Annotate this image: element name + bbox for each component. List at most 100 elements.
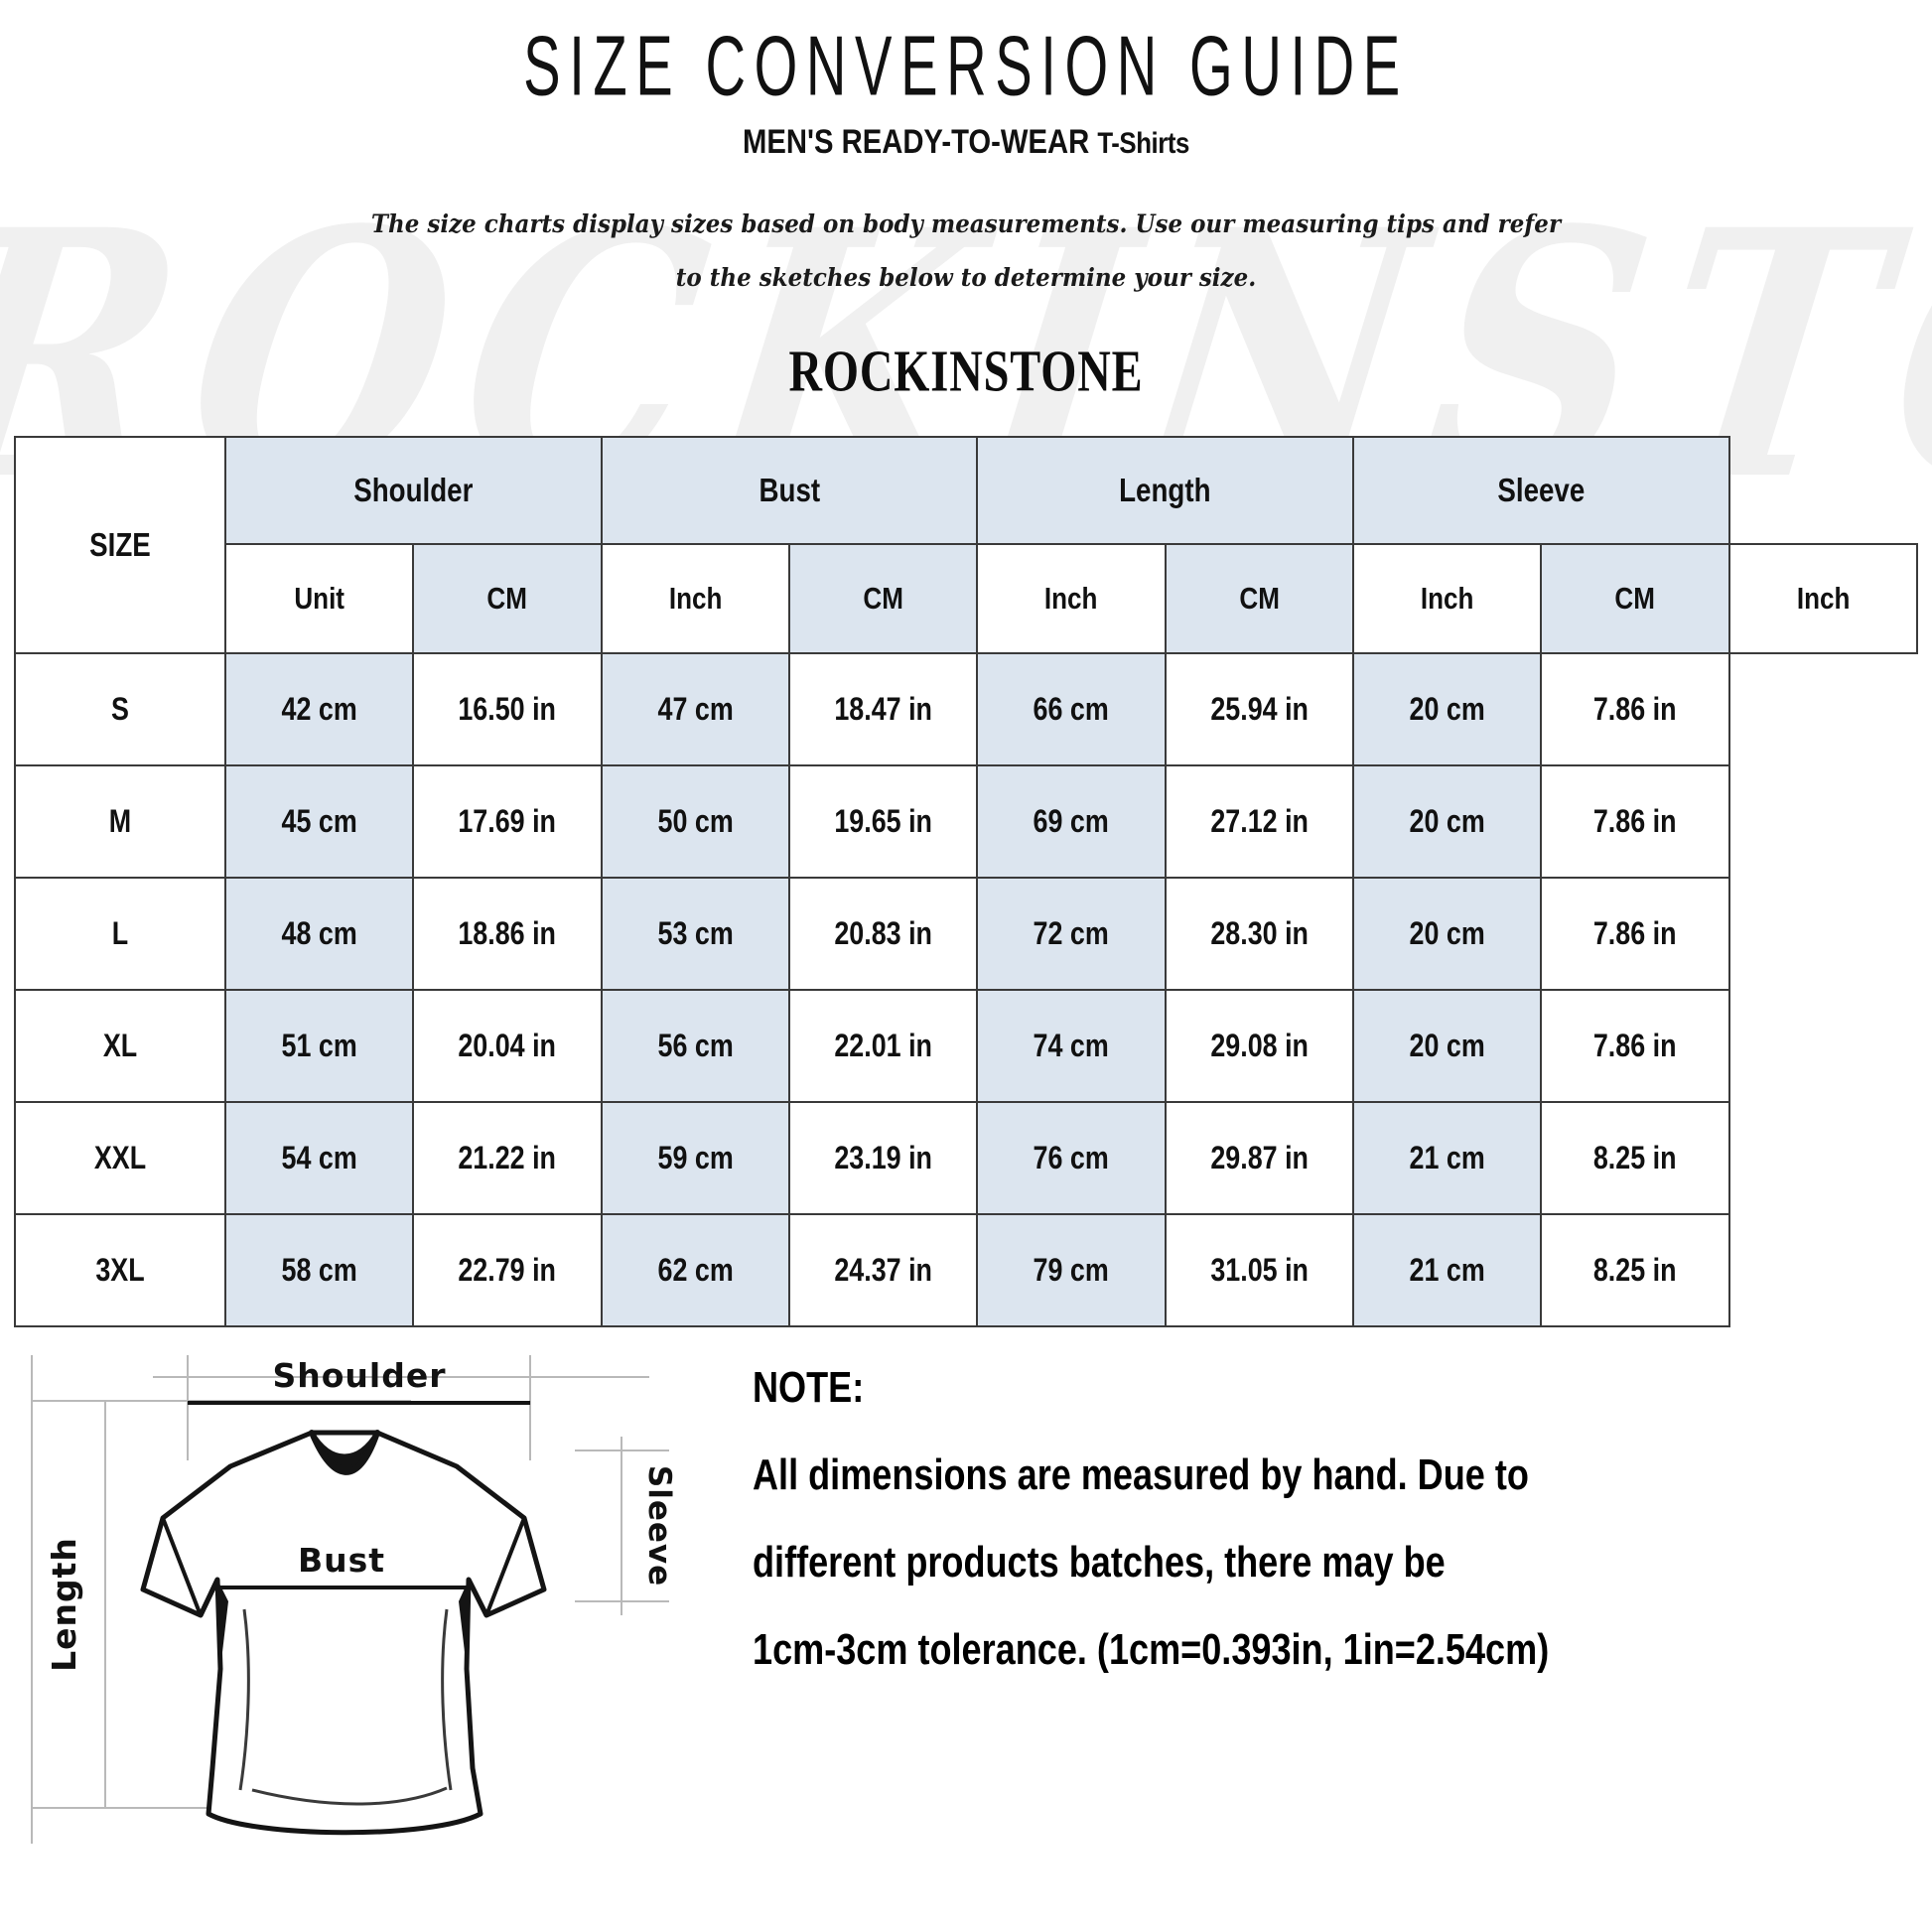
value-length-in: 27.12 in [1209, 803, 1309, 839]
value-shoulder-in: 21.22 in [458, 1140, 557, 1175]
cell-length-in: 25.94 in [1164, 652, 1354, 766]
cell-length-in: 27.12 in [1164, 764, 1354, 879]
value-shoulder-in: 18.86 in [458, 915, 557, 951]
value-length-in: 29.08 in [1209, 1028, 1309, 1063]
value-sleeve-in: 8.25 in [1593, 1252, 1677, 1288]
value-bust-cm: 59 cm [657, 1140, 734, 1175]
cell-shoulder-cm: 54 cm [223, 1101, 415, 1215]
tshirt-right-underarm-shade [459, 1580, 469, 1669]
cell-shoulder-cm: 48 cm [223, 877, 415, 991]
value-sleeve-in: 7.86 in [1593, 1028, 1677, 1063]
value-bust-cm: 50 cm [657, 803, 734, 839]
value-length-cm: 66 cm [1033, 691, 1110, 727]
bottom-section: Shoulder Bust Length Sleeve NOTE: All di… [0, 1341, 1932, 1858]
size-table-container: SIZE Shoulder Bust Length Sleeve Un [14, 436, 1919, 1327]
value-shoulder-cm: 48 cm [281, 915, 357, 951]
cell-sleeve-cm: 20 cm [1351, 652, 1543, 766]
cell-shoulder-in: 22.79 in [412, 1213, 603, 1327]
cell-length-in: 28.30 in [1164, 877, 1354, 991]
unit-label: Unit [294, 581, 345, 616]
cell-shoulder-cm: 45 cm [223, 764, 415, 879]
value-length-cm: 79 cm [1033, 1252, 1110, 1288]
value-bust-cm: 53 cm [657, 915, 734, 951]
tshirt-body-outline [140, 1430, 547, 1836]
measurement-lines [188, 1401, 530, 1589]
header-cell-sleeve: Sleeve [1351, 436, 1730, 545]
cell-bust-cm: 50 cm [600, 764, 790, 879]
unit-cell-label: Unit [223, 543, 415, 654]
cell-sleeve-cm: 21 cm [1351, 1213, 1543, 1327]
tshirt-left-sleeve-hem [198, 1578, 220, 1617]
table-row: M 45 cm 17.69 in 50 cm 19.65 in 69 cm 27.12 in… [14, 764, 1917, 879]
cell-bust-in: 20.83 in [787, 877, 979, 991]
value-sleeve-cm: 20 cm [1409, 915, 1485, 951]
value-sleeve-cm: 20 cm [1409, 691, 1485, 727]
table-row: XXL 54 cm 21.22 in 59 cm 23.19 in 76 cm 29.87 … [14, 1101, 1917, 1215]
value-length-in: 31.05 in [1209, 1252, 1309, 1288]
value-bust-cm: 56 cm [657, 1028, 734, 1063]
value-length-in: 25.94 in [1209, 691, 1309, 727]
description-text: The size charts display sizes based on b… [370, 209, 1562, 292]
unit-cell-length-cm: CM [1164, 543, 1354, 654]
diagram-label-shoulder: Shoulder [272, 1356, 446, 1395]
cell-length-cm: 69 cm [976, 764, 1167, 879]
note-line-2: different products batches, there may be [753, 1538, 1446, 1587]
value-shoulder-in: 17.69 in [458, 803, 557, 839]
cell-length-in: 29.87 in [1164, 1101, 1354, 1215]
cell-length-cm: 74 cm [976, 989, 1167, 1103]
cell-size: M [14, 764, 226, 879]
value-shoulder-in: 20.04 in [458, 1028, 557, 1063]
value-length-cm: 74 cm [1033, 1028, 1110, 1063]
header-cell-length: Length [976, 436, 1354, 545]
cell-sleeve-in: 8.25 in [1540, 1101, 1730, 1215]
cell-size: L [14, 877, 226, 991]
size-label: XXL [93, 1140, 147, 1175]
unit-cell-bust-cm: CM [787, 543, 979, 654]
value-length-cm: 72 cm [1033, 915, 1110, 951]
value-sleeve-in: 7.86 in [1593, 915, 1677, 951]
value-shoulder-in: 16.50 in [458, 691, 557, 727]
unit-label-shoulder-cm: CM [486, 581, 528, 616]
page-title: SIZE CONVERSION GUIDE [523, 20, 1409, 114]
diagram-label-bust: Bust [298, 1541, 385, 1580]
cell-bust-cm: 56 cm [600, 989, 790, 1103]
note-section: NOTE: All dimensions are measured by han… [739, 1341, 1932, 1675]
tshirt-right-sleeve-hem [466, 1578, 489, 1617]
unit-label-sleeve-inch: Inch [1796, 581, 1851, 616]
unit-label-sleeve-cm: CM [1614, 581, 1656, 616]
size-label: 3XL [95, 1252, 145, 1288]
value-sleeve-in: 7.86 in [1593, 803, 1677, 839]
header-cell-shoulder: Shoulder [224, 436, 603, 545]
header-label-length: Length [1119, 472, 1211, 508]
cell-sleeve-cm: 20 cm [1351, 877, 1543, 991]
table-group-header-row: SIZE Shoulder Bust Length Sleeve [14, 436, 1917, 654]
table-unit-row: Unit CM Inch CM Inch CM [15, 543, 1919, 654]
cell-shoulder-in: 17.69 in [412, 764, 603, 879]
size-label: S [111, 691, 129, 727]
cell-sleeve-cm: 20 cm [1351, 764, 1543, 879]
cell-sleeve-in: 8.25 in [1540, 1213, 1730, 1327]
value-bust-in: 18.47 in [834, 691, 932, 727]
cell-bust-cm: 53 cm [600, 877, 790, 991]
tshirt-left-sleeve-fold [161, 1517, 203, 1616]
unit-label-length-inch: Inch [1420, 581, 1474, 616]
value-sleeve-cm: 20 cm [1409, 803, 1485, 839]
value-shoulder-cm: 51 cm [281, 1028, 357, 1063]
unit-label-bust-cm: CM [863, 581, 903, 616]
value-bust-in: 22.01 in [834, 1028, 932, 1063]
value-sleeve-cm: 21 cm [1409, 1252, 1485, 1288]
value-sleeve-cm: 20 cm [1409, 1028, 1485, 1063]
unit-cell-sleeve-cm: CM [1540, 543, 1730, 654]
unit-cell-length-inch: Inch [1351, 543, 1543, 654]
cell-shoulder-in: 16.50 in [412, 652, 603, 766]
cell-bust-in: 23.19 in [787, 1101, 979, 1215]
page-subtitle: MEN'S READY-TO-WEAR T-Shirts [135, 97, 1797, 162]
value-bust-in: 24.37 in [834, 1252, 932, 1288]
cell-bust-cm: 59 cm [600, 1101, 790, 1215]
unit-label-bust-inch: Inch [1044, 581, 1098, 616]
diagram-label-sleeve: Sleeve [641, 1465, 677, 1587]
cell-shoulder-cm: 58 cm [223, 1213, 415, 1327]
brand-name: ROCKINSTONE [788, 338, 1144, 404]
cell-length-in: 31.05 in [1164, 1213, 1354, 1327]
